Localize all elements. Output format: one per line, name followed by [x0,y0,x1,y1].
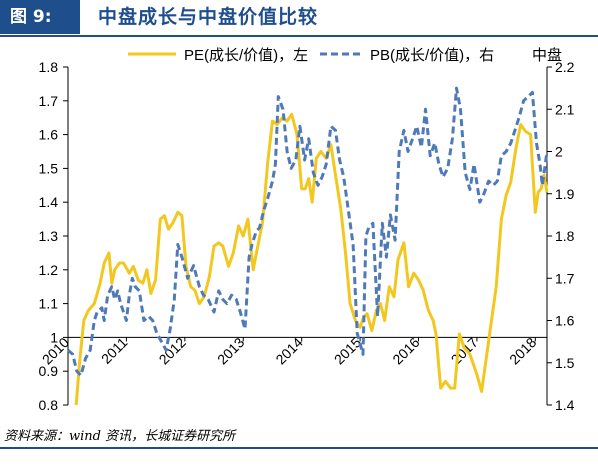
right-y-tick-label: 1.5 [555,355,575,371]
x-tick-label: 2014 [272,334,305,367]
figure-title: 中盘成长与中盘价值比较 [98,6,319,28]
left-y-tick-label: 1 [50,329,58,345]
x-tick-label: 2016 [389,334,422,367]
right-y-tick-label: 1.7 [555,270,575,286]
legend-pe-label: PE(成长/价值)，左 [184,47,308,64]
title-divider [0,35,598,37]
chart-axes: 0.8 0.9 1 1.1 1.2 1.3 1.4 1.5 1.6 1.7 1.8 1.4 1.5 1.6… [39,59,575,413]
left-y-tick-label: 1.4 [39,194,59,210]
left-y-tick-label: 1.7 [39,93,59,109]
figure-number-tag: 图 9: [0,0,80,34]
right-y-tick-label: 2.1 [555,101,575,117]
x-tick-label: 2015 [331,334,364,367]
x-tick-label: 2017 [448,334,481,367]
chart-legend: PE(成长/价值)，左 PB(成长/价值)，右 中盘 [128,46,562,64]
right-y-tick-label: 1.4 [555,397,575,413]
left-y-tick-label: 1.8 [39,59,59,75]
right-y-tick-label: 1.6 [555,313,575,329]
left-y-tick-label: 1.2 [39,262,59,278]
source-note: 资料来源：wind 资讯，长城证券研究所 [4,429,236,444]
x-tick-label: 2018 [506,334,539,367]
legend-pb-label: PB(成长/价值)，右 [370,47,494,64]
right-y-tick-label: 1.9 [555,186,575,202]
x-tick-label: 2011 [98,334,131,367]
pe-series-line [74,112,549,406]
left-y-tick-label: 1.6 [39,127,59,143]
left-y-tick-label: 0.9 [39,363,59,379]
chart-series [67,86,549,406]
right-y-tick-label: 1.8 [555,228,575,244]
source-divider [0,447,598,449]
x-tick-label: 2013 [214,334,247,367]
right-y-tick-label: 2.2 [555,59,575,75]
legend-extra-label: 中盘 [532,46,562,64]
left-y-tick-label: 1.1 [39,296,59,312]
left-y-tick-label: 1.5 [39,160,59,176]
figure-title-bar: 图 9: 中盘成长与中盘价值比较 [0,0,598,34]
pb-series-line [67,86,549,377]
left-y-tick-label: 1.3 [39,228,59,244]
right-y-tick-label: 2 [555,144,563,160]
left-y-tick-label: 0.8 [39,397,59,413]
